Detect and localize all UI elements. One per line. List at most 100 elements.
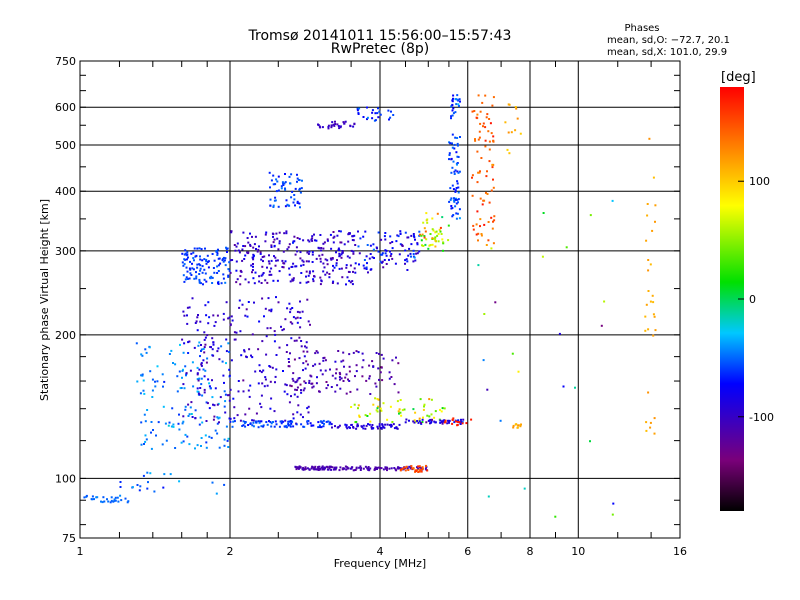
echo-point — [454, 111, 457, 114]
echo-point — [405, 465, 408, 468]
echo-point — [323, 241, 326, 244]
echo-point — [290, 196, 293, 199]
echo-point — [170, 425, 173, 428]
echo-point — [412, 233, 415, 235]
x-tick-label: 8 — [527, 545, 534, 558]
echo-point — [404, 469, 407, 472]
echo-point — [185, 372, 188, 375]
echo-point — [202, 368, 205, 371]
echo-point — [163, 473, 166, 476]
echo-point — [212, 314, 215, 317]
echo-point — [390, 467, 393, 470]
echo-point — [508, 152, 511, 155]
echo-point — [109, 501, 112, 504]
echo-point — [289, 425, 292, 428]
echo-point — [451, 166, 454, 169]
data-points — [83, 94, 657, 518]
echo-point — [200, 363, 203, 366]
echo-point — [429, 422, 431, 425]
echo-point — [260, 258, 263, 261]
echo-point — [307, 274, 310, 277]
echo-point — [335, 372, 337, 375]
echo-point — [270, 425, 273, 428]
echo-point — [336, 234, 339, 237]
echo-point — [191, 262, 193, 265]
echo-point — [195, 320, 198, 323]
echo-point — [352, 252, 355, 255]
echo-point — [228, 394, 231, 397]
echo-point — [204, 272, 207, 275]
echo-point — [201, 421, 204, 424]
echo-point — [287, 358, 290, 360]
echo-point — [482, 359, 485, 362]
echo-point — [194, 409, 197, 412]
echo-point — [228, 417, 231, 420]
echo-point — [189, 268, 192, 271]
echo-point — [198, 273, 201, 275]
echo-point — [308, 250, 311, 253]
echo-point — [451, 104, 454, 107]
echo-point — [273, 255, 275, 258]
echo-point — [324, 273, 327, 276]
echo-point — [263, 385, 266, 388]
echo-point — [190, 413, 193, 415]
echo-point — [372, 248, 375, 251]
echo-point — [338, 255, 341, 258]
echo-point — [339, 373, 342, 376]
echo-point — [328, 467, 331, 470]
echo-point — [248, 407, 251, 410]
echo-point — [205, 258, 208, 261]
echo-point — [374, 467, 376, 470]
echo-point — [217, 248, 219, 251]
echo-point — [326, 466, 329, 469]
echo-point — [297, 377, 300, 380]
echo-point — [292, 201, 295, 204]
echo-point — [168, 421, 171, 424]
echo-point — [235, 331, 238, 334]
grid-lines — [80, 61, 680, 538]
echo-point — [193, 247, 196, 250]
echo-point — [299, 191, 302, 194]
echo-point — [192, 385, 195, 388]
echo-point — [362, 467, 365, 470]
echo-point — [451, 146, 454, 149]
echo-point — [289, 423, 292, 426]
echo-point — [405, 418, 408, 421]
echo-point — [413, 235, 415, 237]
echo-point — [299, 300, 301, 303]
echo-point — [451, 207, 454, 209]
echo-point — [295, 468, 298, 471]
echo-point — [455, 212, 458, 215]
echo-point — [389, 235, 392, 238]
echo-point — [163, 380, 166, 383]
echo-point — [312, 280, 315, 283]
echo-point — [264, 233, 267, 236]
echo-point — [409, 252, 412, 255]
echo-point — [351, 280, 354, 283]
echo-point — [399, 467, 402, 470]
chart-subtitle: RwPretec (8p) — [331, 41, 429, 57]
echo-point — [366, 118, 368, 121]
echo-point — [293, 240, 296, 243]
echo-point — [262, 272, 265, 274]
echo-point — [339, 126, 342, 129]
echo-point — [512, 424, 515, 427]
echo-point — [351, 466, 354, 469]
echo-point — [262, 425, 265, 428]
echo-point — [397, 362, 400, 365]
echo-point — [266, 266, 268, 269]
echo-point — [332, 123, 335, 126]
echo-point — [366, 244, 369, 246]
echo-point — [456, 198, 459, 201]
echo-point — [488, 148, 491, 151]
echo-point — [211, 379, 213, 382]
echo-point — [431, 243, 434, 246]
echo-point — [504, 121, 507, 124]
echo-point — [327, 420, 330, 423]
echo-point — [276, 259, 279, 262]
echo-point — [412, 253, 415, 255]
echo-point — [416, 466, 418, 469]
echo-point — [321, 126, 324, 129]
echo-point — [156, 365, 159, 368]
